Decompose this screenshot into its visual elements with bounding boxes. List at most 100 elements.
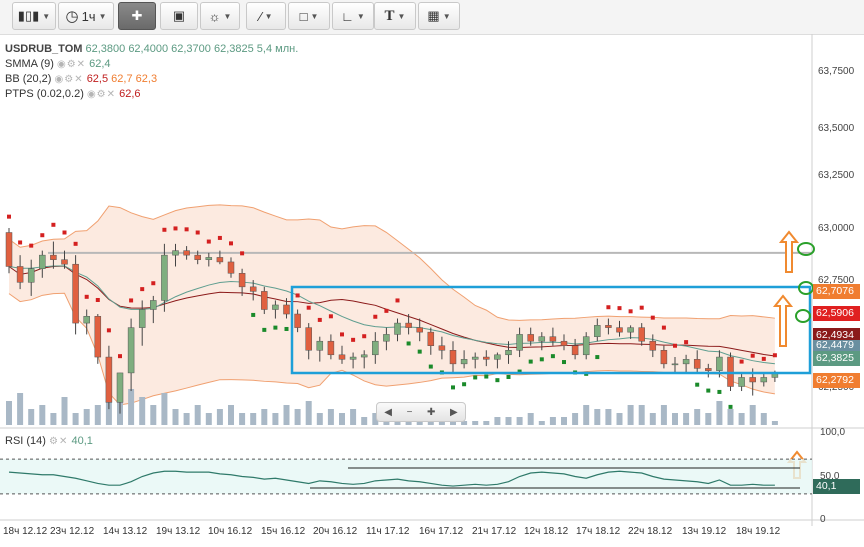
candle-body (738, 377, 745, 387)
volume-bar (150, 405, 157, 425)
candle-body (660, 350, 668, 365)
legend-bb[interactable]: BB (20,2) ◉⚙✕ 62,5 62,7 62,3 (5, 73, 157, 85)
sar-dot (229, 241, 233, 246)
chevron-down-icon: ▼ (223, 11, 232, 21)
volume-bar (17, 393, 24, 425)
chart-navigation[interactable]: ◀ − ✚ ▶ (376, 402, 466, 422)
candle-body (16, 266, 24, 283)
price-tag-bb-lower: 62,2792 (813, 373, 860, 388)
sar-dot (328, 314, 333, 319)
draw-line-button[interactable]: ∕ ▼ (246, 2, 286, 30)
text-button[interactable]: T ▼ (374, 2, 416, 30)
volume-bar (183, 413, 190, 425)
gear-icon[interactable]: ⚙ (49, 436, 59, 447)
volume-value: 5,4 млн. (256, 43, 299, 55)
price-tag-ptps: 62,5906 (813, 306, 860, 321)
volume-bar (372, 413, 379, 425)
sar-dot (628, 309, 633, 314)
text-icon: T (384, 7, 395, 24)
legend-rsi[interactable]: RSI (14) ⚙✕ 40,1 (5, 435, 93, 447)
candle-body (238, 273, 246, 288)
candle-body (294, 313, 301, 328)
sar-dot (162, 227, 167, 232)
bb-label: BB (20,2) (5, 73, 52, 85)
volume-bar (261, 409, 268, 425)
image-button[interactable]: ▦ ▼ (418, 2, 460, 30)
zoom-in-icon[interactable]: ✚ (426, 406, 436, 418)
pencil-icon: ∕ (259, 8, 262, 24)
volume-bar (94, 405, 101, 425)
close-icon[interactable]: ✕ (76, 59, 87, 70)
candle-body (172, 250, 179, 256)
candle-body (305, 327, 312, 351)
sar-dot (684, 340, 689, 345)
candle-body (516, 334, 523, 351)
sar-dot (106, 328, 111, 333)
candle-body (316, 340, 324, 351)
sar-dot (706, 388, 711, 393)
candlestick-type-button[interactable]: ▮▯▮ ▼ (12, 2, 56, 30)
volume-bar (694, 409, 701, 425)
volume-bar (339, 413, 345, 425)
annotation-arrow-up-1 (778, 230, 800, 273)
volume-bar (327, 409, 334, 425)
close-icon[interactable]: ✕ (106, 89, 117, 100)
legend-ptps[interactable]: PTPS (0.02,0.2) ◉⚙✕ 62,6 (5, 88, 141, 100)
volume-bar (572, 413, 579, 425)
volume-bar (139, 397, 146, 425)
eye-icon[interactable]: ◉ (54, 74, 65, 85)
volume-bar (660, 405, 667, 425)
price-chart[interactable] (0, 34, 864, 547)
time-axis-label: 23ч 12.12 (50, 526, 95, 537)
legend-main: USDRUB_TOM 62,3800 62,4000 62,3700 62,38… (5, 43, 298, 55)
volume-bar (161, 393, 168, 425)
candle-body (138, 309, 146, 328)
scroll-left-icon[interactable]: ◀ (384, 406, 392, 418)
volume-bar (605, 409, 612, 425)
scroll-right-icon[interactable]: ▶ (449, 406, 458, 418)
crosshair-button[interactable]: ✚ (118, 2, 156, 30)
interval-button[interactable]: ◷ 1ч ▼ (58, 2, 114, 30)
fibonacci-button[interactable]: ∟ ▼ (332, 2, 374, 30)
volume-bar (749, 405, 756, 425)
annotation-circle (797, 242, 815, 256)
price-tag-bb-upper: 62,7076 (813, 284, 860, 299)
sar-dot (750, 353, 755, 358)
candle-body (649, 340, 657, 351)
rsi-band-fill (0, 459, 812, 494)
ohlc-open: 62,3800 (85, 43, 126, 55)
indicators-button[interactable]: ☼ ▼ (200, 2, 240, 30)
eye-icon[interactable]: ◉ (56, 59, 67, 70)
price-tag-bb-middle: 62,4934 (813, 328, 860, 343)
sar-dot (562, 360, 566, 365)
chevron-down-icon: ▼ (356, 11, 365, 21)
volume-bar (72, 413, 79, 425)
gear-icon[interactable]: ⚙ (96, 89, 107, 100)
zoom-out-icon[interactable]: − (406, 406, 413, 418)
volume-bar (516, 417, 523, 425)
frame-button[interactable]: ▣ (160, 2, 198, 30)
gear-icon[interactable]: ⚙ (64, 74, 75, 85)
sar-dot (351, 337, 356, 342)
volume-bar (250, 413, 257, 425)
shapes-button[interactable]: □ ▼ (288, 2, 330, 30)
rsi-value: 40,1 (71, 435, 93, 447)
gear-icon[interactable]: ⚙ (66, 59, 77, 70)
sar-dot (406, 341, 411, 346)
chevron-down-icon: ▼ (310, 11, 319, 21)
candle-body (749, 377, 756, 383)
close-icon[interactable]: ✕ (59, 436, 69, 447)
time-axis-label: 19ч 13.12 (156, 526, 201, 537)
sar-dot (340, 332, 344, 337)
sar-dot (84, 294, 89, 299)
volume-bar (716, 401, 723, 425)
legend-smma[interactable]: SMMA (9) ◉⚙✕ 62,4 (5, 58, 111, 70)
price-axis-label: 62,7500 (818, 275, 855, 286)
volume-bar (228, 405, 234, 425)
close-icon[interactable]: ✕ (74, 74, 84, 85)
eye-icon[interactable]: ◉ (86, 89, 97, 100)
sar-dot (40, 233, 45, 238)
candle-body (538, 336, 546, 342)
ptps-label: PTPS (0.02,0.2) (5, 88, 84, 100)
rsi-axis-label: 100,0 (820, 427, 846, 438)
